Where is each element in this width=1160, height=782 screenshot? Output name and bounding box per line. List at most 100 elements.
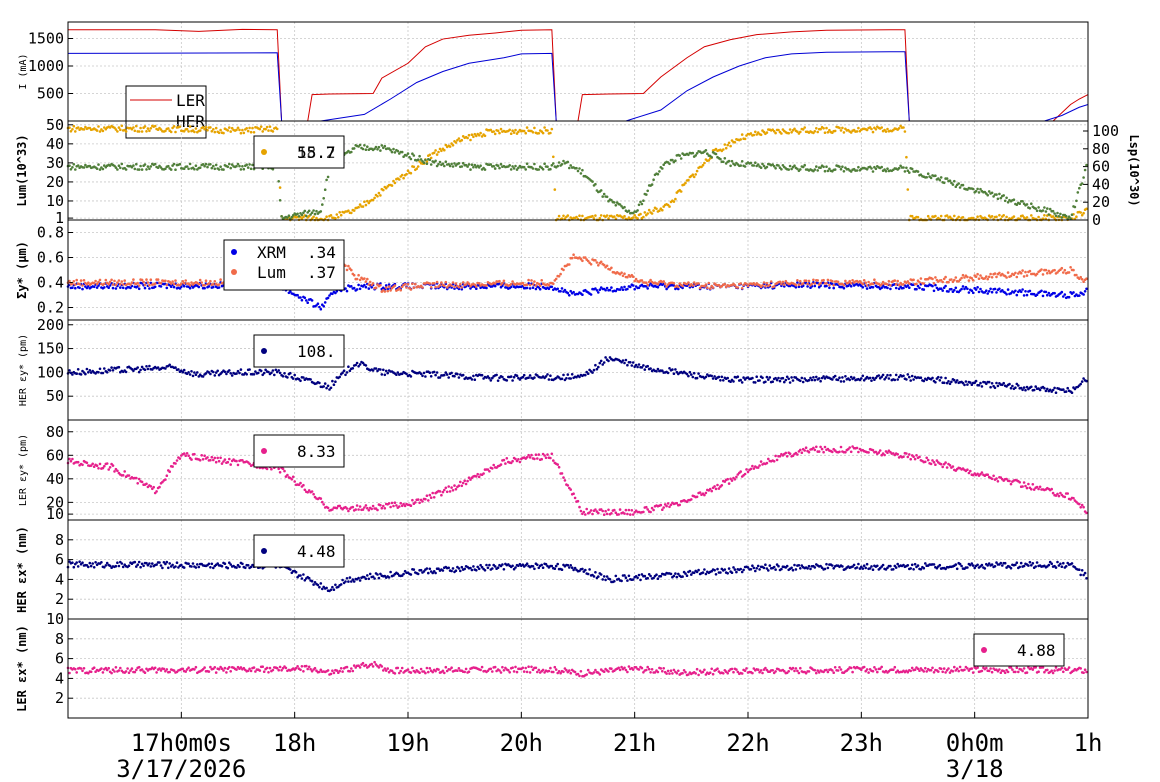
data-point	[916, 215, 920, 219]
legend: 8.33	[253, 434, 345, 468]
data-point	[733, 141, 737, 144]
data-point	[136, 366, 139, 369]
data-point	[724, 146, 728, 150]
data-point	[902, 374, 905, 378]
data-point	[945, 466, 949, 469]
data-point	[148, 364, 151, 368]
data-point	[264, 127, 267, 131]
data-point	[470, 163, 474, 166]
data-point	[754, 161, 757, 164]
data-point	[164, 129, 167, 133]
data-point	[790, 566, 793, 570]
data-point	[486, 468, 490, 471]
data-point	[347, 264, 350, 268]
data-point	[406, 169, 410, 172]
data-point	[939, 279, 943, 282]
data-point	[871, 448, 875, 452]
data-point	[367, 283, 371, 286]
data-point	[642, 364, 645, 367]
data-point	[443, 488, 446, 492]
data-point	[127, 564, 131, 567]
data-point	[296, 293, 299, 297]
data-point	[172, 125, 176, 128]
data-point	[588, 568, 591, 571]
data-point	[637, 286, 641, 290]
data-point	[165, 474, 169, 478]
data-point	[848, 378, 851, 382]
data-point	[251, 126, 254, 130]
data-point	[602, 513, 606, 516]
data-point	[268, 125, 272, 128]
data-point	[174, 130, 177, 134]
data-point	[995, 275, 998, 279]
data-point	[382, 188, 385, 192]
data-point	[248, 163, 251, 166]
data-point	[645, 505, 648, 509]
data-point	[666, 502, 670, 505]
series-Lum	[66, 124, 1088, 222]
data-point	[871, 568, 875, 571]
data-point	[352, 286, 356, 290]
data-point	[604, 356, 607, 359]
data-point	[695, 169, 699, 173]
data-point	[563, 288, 567, 292]
data-point	[1082, 505, 1085, 509]
data-point	[146, 563, 150, 567]
data-point	[105, 371, 109, 374]
data-point	[742, 568, 745, 572]
data-point	[1046, 387, 1049, 391]
data-point	[278, 471, 282, 474]
data-point	[94, 561, 97, 564]
data-point	[953, 214, 956, 218]
data-point	[730, 571, 734, 574]
data-point	[790, 376, 793, 379]
data-point	[803, 163, 806, 167]
data-point	[572, 568, 575, 572]
data-point	[274, 368, 278, 372]
data-point	[735, 475, 738, 479]
data-point	[857, 450, 860, 454]
data-point	[880, 126, 883, 129]
data-point	[566, 214, 570, 217]
data-point	[799, 130, 802, 134]
data-point	[366, 574, 369, 577]
data-point	[91, 462, 94, 466]
data-point	[591, 214, 594, 218]
data-point	[175, 561, 179, 564]
data-point	[823, 131, 827, 134]
data-point	[639, 200, 642, 204]
data-point	[212, 458, 215, 462]
data-point	[694, 154, 697, 157]
data-point	[501, 563, 504, 566]
data-point	[383, 290, 387, 293]
data-point	[1056, 211, 1059, 215]
data-point	[796, 130, 799, 133]
data-point	[549, 131, 552, 135]
data-point	[69, 168, 73, 171]
data-point	[358, 203, 362, 206]
data-point	[145, 561, 148, 565]
data-point	[602, 192, 606, 196]
data-point	[197, 565, 201, 569]
data-point	[248, 462, 251, 466]
data-point	[209, 372, 212, 376]
data-point	[139, 126, 142, 130]
data-point	[610, 198, 613, 202]
data-point	[300, 213, 304, 217]
data-point	[299, 574, 302, 577]
data-point	[85, 367, 89, 371]
data-point	[915, 282, 918, 286]
data-point	[945, 214, 949, 217]
data-point	[627, 508, 631, 512]
data-point	[249, 130, 253, 134]
data-point	[460, 286, 464, 289]
data-point	[1073, 205, 1077, 209]
data-point	[631, 275, 635, 279]
data-point	[94, 279, 97, 283]
data-point	[190, 565, 193, 568]
data-point	[357, 365, 360, 368]
data-point	[71, 128, 74, 131]
data-point	[310, 299, 314, 302]
data-point	[81, 463, 84, 467]
data-point	[629, 513, 632, 516]
